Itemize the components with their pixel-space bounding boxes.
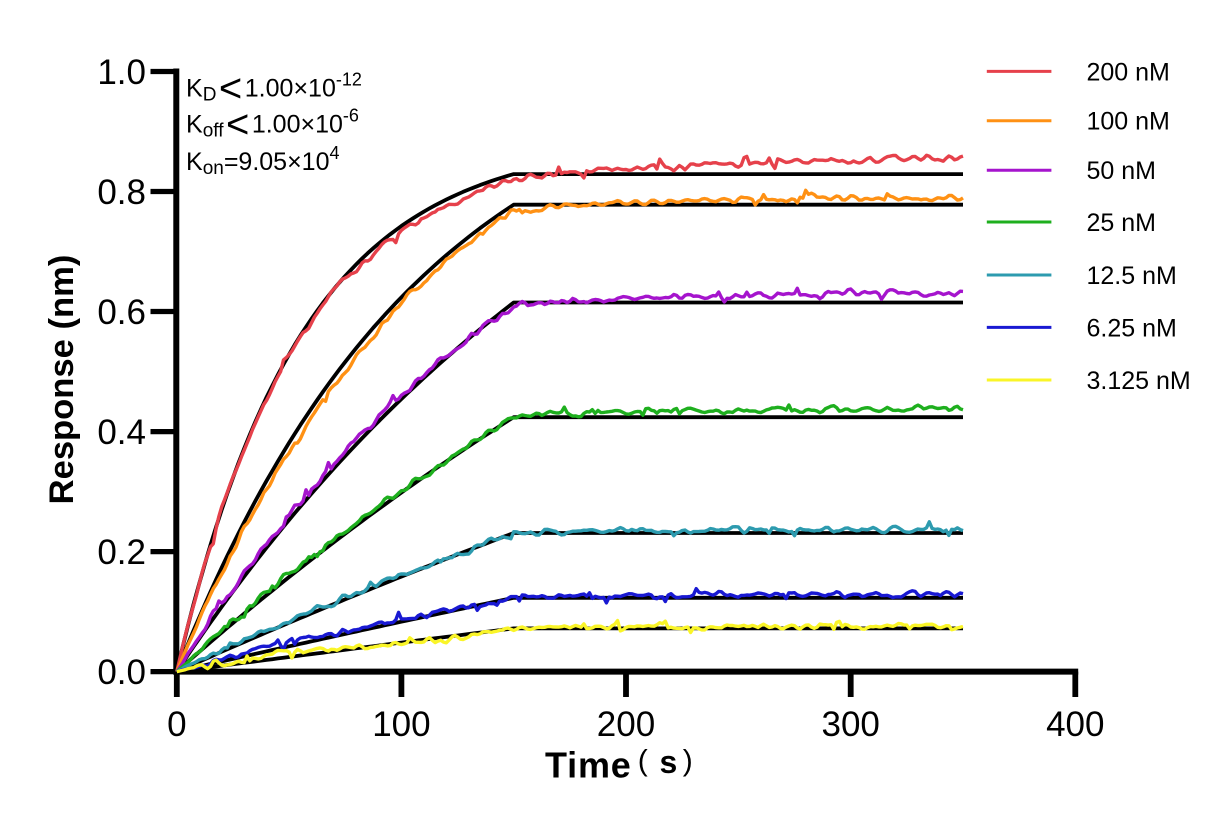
svg-text:12.5 nM: 12.5 nM [1087, 262, 1177, 290]
svg-text:300: 300 [821, 705, 879, 744]
svg-text:25 nM: 25 nM [1087, 209, 1156, 237]
svg-text:0.8: 0.8 [97, 173, 146, 212]
svg-text:100: 100 [372, 705, 430, 744]
svg-text:0.2: 0.2 [97, 533, 146, 572]
svg-text:400: 400 [1046, 705, 1104, 744]
svg-text:0.6: 0.6 [97, 293, 146, 332]
svg-text:Kon=9.05×104: Kon=9.05×104 [186, 143, 340, 179]
svg-text:(: ( [638, 744, 648, 777]
svg-text:Response (nm): Response (nm) [43, 255, 81, 505]
svg-text:Time: Time [545, 744, 632, 785]
svg-text:6.25 nM: 6.25 nM [1087, 314, 1177, 342]
svg-text:s: s [660, 744, 678, 780]
svg-text:): ) [683, 744, 693, 777]
svg-text:3.125 nM: 3.125 nM [1087, 367, 1191, 395]
svg-text:200 nM: 200 nM [1087, 58, 1170, 86]
svg-text:0: 0 [167, 705, 186, 744]
svg-text:1.0: 1.0 [97, 53, 146, 92]
svg-text:0.0: 0.0 [97, 653, 146, 692]
svg-text:100 nM: 100 nM [1087, 108, 1170, 136]
svg-text:0.4: 0.4 [97, 413, 146, 452]
svg-text:200: 200 [597, 705, 655, 744]
svg-text:50 nM: 50 nM [1087, 157, 1156, 185]
